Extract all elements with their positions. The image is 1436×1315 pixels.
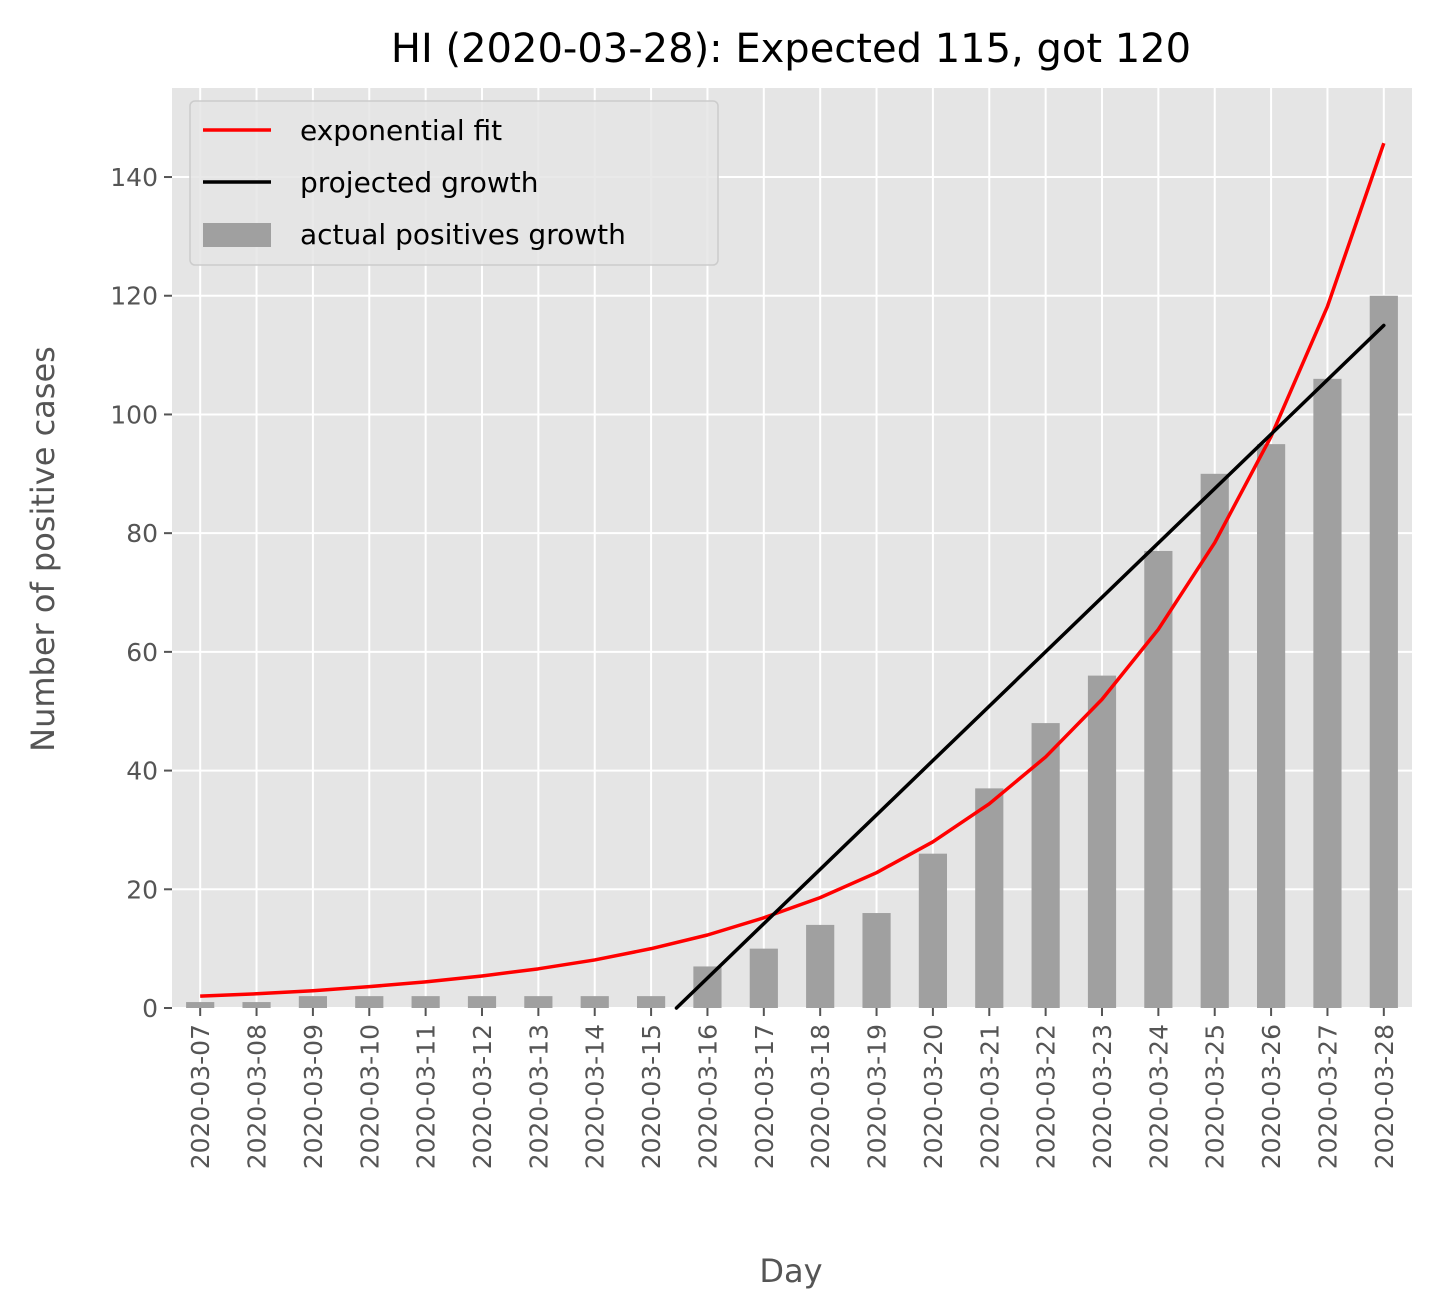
x-tick-label: 2020-03-25: [1201, 1024, 1230, 1169]
legend: exponential fit projected growth actual po…: [189, 100, 719, 266]
x-tick-label: 2020-03-12: [468, 1024, 497, 1169]
y-tick-label: 20: [126, 875, 158, 904]
projected-growth-line: [674, 323, 1386, 1010]
x-tick-label: 2020-03-20: [919, 1024, 948, 1169]
x-tick-label: 2020-03-22: [1032, 1024, 1061, 1169]
legend-entry-label: actual positives growth: [300, 218, 626, 251]
x-tick-label: 2020-03-09: [299, 1024, 328, 1169]
bar-2020-03-19: [862, 913, 891, 1008]
y-tick-label: 60: [126, 638, 158, 667]
bar-2020-03-12: [467, 996, 497, 1008]
x-tick-label: 2020-03-19: [863, 1024, 892, 1169]
line-layer: [200, 142, 1386, 1010]
x-tick-label: 2020-03-16: [693, 1024, 722, 1169]
x-tick-label: 2020-03-17: [750, 1024, 779, 1169]
bar-2020-03-13: [524, 996, 553, 1008]
bar-2020-03-15: [637, 996, 666, 1008]
bar-2020-03-09: [298, 996, 327, 1008]
bar-2020-03-14: [580, 996, 609, 1008]
y-axis-label: Number of positive cases: [24, 346, 62, 752]
x-tick-label: 2020-03-27: [1313, 1024, 1342, 1169]
x-tick-label: 2020-03-21: [975, 1024, 1004, 1169]
x-tick-label: 2020-03-08: [243, 1024, 272, 1169]
x-tick-label: 2020-03-14: [581, 1024, 610, 1169]
legend-entry-label: projected growth: [300, 166, 539, 199]
legend-swatch-bar: [203, 223, 271, 247]
bar-2020-03-17: [749, 948, 778, 1008]
bar-2020-03-24: [1144, 550, 1173, 1008]
y-tick-label: 120: [110, 282, 158, 311]
exponential-fit-line: [200, 142, 1386, 998]
bar-2020-03-20: [918, 853, 947, 1008]
bar-2020-03-23: [1087, 675, 1117, 1008]
bar-2020-03-08: [242, 1002, 271, 1008]
chart-title: HI (2020-03-28): Expected 115, got 120: [391, 26, 1191, 72]
y-tick-label: 140: [110, 163, 158, 192]
x-tick-label: 2020-03-28: [1370, 1024, 1399, 1169]
y-tick-label: 80: [126, 519, 158, 548]
legend-entry-label: exponential fit: [300, 114, 502, 147]
bar-2020-03-28: [1369, 295, 1398, 1008]
y-tick-label: 100: [110, 400, 158, 429]
bar-2020-03-25: [1200, 473, 1229, 1008]
axis-layer: 0 20 40 60 80 100 120 140 2020-03-07 2020-03-08 20…: [110, 163, 1399, 1169]
x-tick-label: 2020-03-23: [1088, 1024, 1117, 1169]
x-tick-label: 2020-03-10: [355, 1024, 384, 1169]
bar-2020-03-07: [186, 1002, 215, 1008]
x-tick-label: 2020-03-18: [806, 1024, 835, 1169]
bar-2020-03-27: [1313, 378, 1342, 1008]
x-tick-label: 2020-03-11: [412, 1024, 441, 1169]
x-tick-label: 2020-03-13: [524, 1024, 553, 1169]
y-tick-label: 0: [142, 994, 158, 1023]
bar-2020-03-18: [806, 924, 835, 1008]
x-tick-label: 2020-03-26: [1257, 1024, 1286, 1169]
bar-2020-03-21: [975, 788, 1004, 1008]
x-tick-label: 2020-03-15: [637, 1024, 666, 1169]
x-tick-label: 2020-03-24: [1144, 1024, 1173, 1169]
bar-2020-03-10: [355, 996, 384, 1008]
x-axis-label: Day: [759, 1252, 822, 1290]
bar-2020-03-11: [411, 996, 440, 1008]
bar-2020-03-22: [1031, 723, 1060, 1008]
y-tick-label: 40: [126, 757, 158, 786]
bar-layer: [186, 295, 1398, 1008]
bar-2020-03-26: [1257, 444, 1286, 1008]
x-tick-label: 2020-03-07: [186, 1024, 215, 1169]
legend-box: [189, 100, 719, 266]
